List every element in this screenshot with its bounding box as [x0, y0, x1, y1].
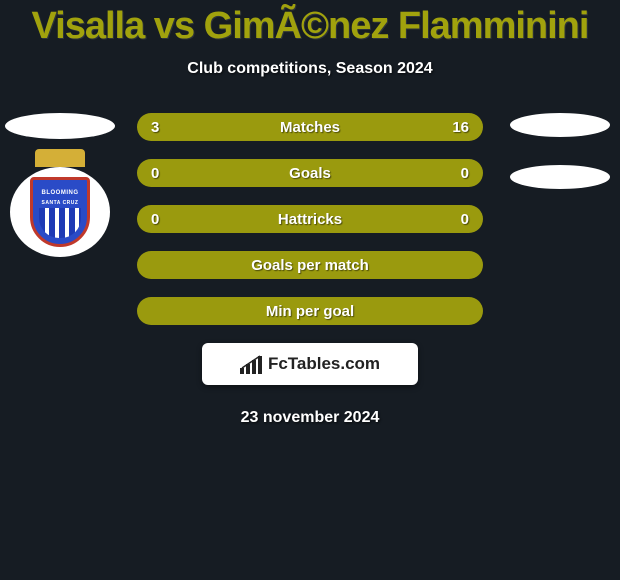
- crest-shield-icon: BLOOMING SANTA CRUZ: [30, 177, 90, 247]
- crest-top-text: BLOOMING: [33, 190, 87, 196]
- comparison-content: BLOOMING SANTA CRUZ 3 Matches 16 0 Goals…: [0, 113, 620, 427]
- stat-row-matches: 3 Matches 16: [137, 113, 483, 141]
- stat-row-goals: 0 Goals 0: [137, 159, 483, 187]
- stat-row-goals-per-match: Goals per match: [137, 251, 483, 279]
- crest-stripes-icon: [39, 208, 81, 238]
- crest-crown-icon: [35, 149, 85, 167]
- right-team-oval-2: [510, 165, 610, 189]
- stat-label: Min per goal: [266, 303, 354, 320]
- page-title: Visalla vs GimÃ©nez Flamminini: [0, 0, 620, 48]
- left-team-oval: [5, 113, 115, 139]
- left-team-crest: BLOOMING SANTA CRUZ: [10, 167, 110, 257]
- left-team-column: BLOOMING SANTA CRUZ: [0, 113, 120, 257]
- stat-label: Goals per match: [251, 257, 369, 274]
- subtitle: Club competitions, Season 2024: [0, 60, 620, 78]
- right-team-oval-1: [510, 113, 610, 137]
- right-team-column: [500, 113, 620, 217]
- source-badge[interactable]: FcTables.com: [202, 343, 418, 385]
- date-text: 23 november 2024: [0, 409, 620, 427]
- stat-right-value: 0: [461, 211, 469, 228]
- stat-left-value: 0: [151, 211, 159, 228]
- stat-right-value: 16: [452, 119, 469, 136]
- stat-row-min-per-goal: Min per goal: [137, 297, 483, 325]
- stat-label: Hattricks: [278, 211, 342, 228]
- stat-right-value: 0: [461, 165, 469, 182]
- stat-left-value: 3: [151, 119, 159, 136]
- stat-bars: 3 Matches 16 0 Goals 0 0 Hattricks 0 Goa…: [137, 113, 483, 325]
- stat-left-value: 0: [151, 165, 159, 182]
- stat-label: Goals: [289, 165, 331, 182]
- source-badge-text: FcTables.com: [268, 354, 380, 374]
- crest-sub-text: SANTA CRUZ: [33, 200, 87, 206]
- stat-label: Matches: [280, 119, 340, 136]
- chart-bars-icon: [240, 354, 264, 374]
- stat-row-hattricks: 0 Hattricks 0: [137, 205, 483, 233]
